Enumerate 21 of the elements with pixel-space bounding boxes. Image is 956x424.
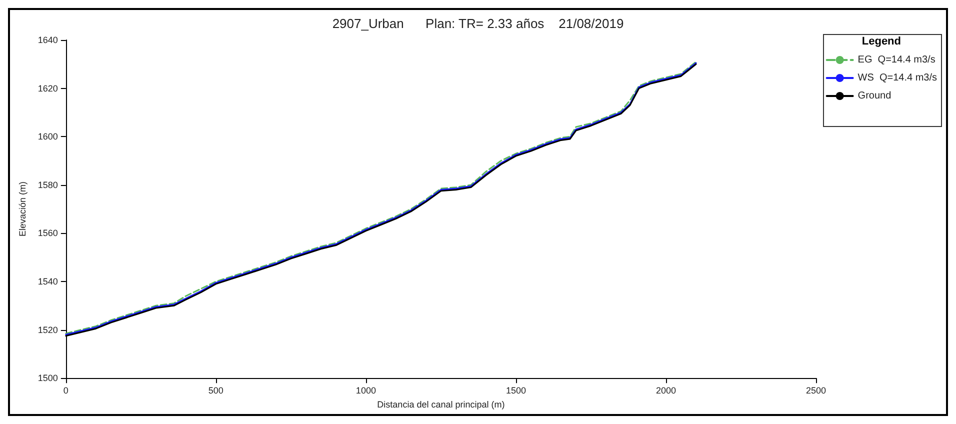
chart-title: 2907_Urban Plan: TR= 2.33 años 21/08/2019 bbox=[332, 16, 624, 31]
y-tick-label: 1600 bbox=[38, 132, 58, 142]
y-tick-label: 1620 bbox=[38, 83, 58, 94]
x-tick-label: 2000 bbox=[656, 386, 676, 396]
y-axis-title: Elevación (m) bbox=[18, 182, 28, 237]
y-tick-label: 1580 bbox=[38, 180, 58, 190]
legend-title: Legend bbox=[862, 36, 902, 48]
legend-label: WS Q=14.4 m3/s bbox=[858, 72, 938, 84]
y-tick-label: 1540 bbox=[38, 276, 58, 286]
y-tick-label: 1560 bbox=[38, 228, 58, 238]
legend-label: Ground bbox=[858, 90, 892, 102]
x-tick-label: 0 bbox=[63, 386, 68, 396]
y-tick-label: 1640 bbox=[38, 35, 58, 45]
y-tick-label: 1520 bbox=[38, 324, 58, 335]
x-axis-title: Distancia del canal principal (m) bbox=[377, 400, 505, 410]
x-tick-label: 1000 bbox=[356, 386, 376, 396]
legend-label: EG Q=14.4 m3/s bbox=[858, 54, 936, 66]
x-tick-label: 2500 bbox=[806, 386, 826, 396]
y-tick-label: 1500 bbox=[38, 373, 58, 384]
x-tick-label: 500 bbox=[208, 386, 224, 396]
x-tick-label: 1500 bbox=[506, 386, 526, 396]
